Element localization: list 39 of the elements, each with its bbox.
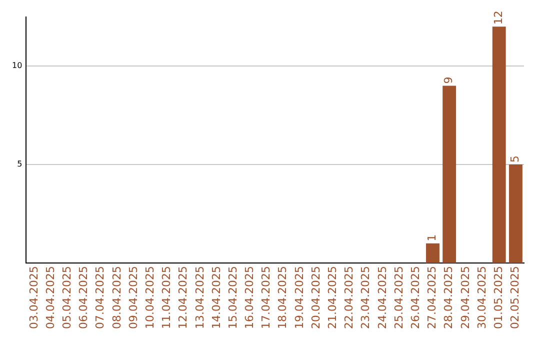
bar	[442, 86, 456, 264]
x-tick-label: 07.04.2025	[94, 266, 107, 330]
x-tick-label: 06.04.2025	[77, 266, 90, 330]
x-tick-label: 03.04.2025	[27, 266, 40, 330]
x-tick-label: 19.04.2025	[292, 266, 306, 330]
bar	[508, 164, 522, 264]
x-tick-label: 23.04.2025	[359, 266, 372, 330]
data-label: 5	[508, 156, 522, 163]
x-tick-label: 15.04.2025	[226, 266, 240, 330]
y-tick-label: 10	[12, 61, 22, 70]
x-tick-label: 01.05.2025	[492, 266, 505, 330]
x-tick-label: 18.04.2025	[276, 266, 290, 330]
x-tick-label: 11.04.2025	[160, 266, 174, 330]
x-tick-label: 12.04.2025	[176, 266, 190, 330]
x-tick-label: 20.04.2025	[309, 266, 322, 330]
x-tick-label: 05.04.2025	[60, 266, 74, 330]
x-tick-label: 04.04.2025	[44, 266, 57, 330]
x-tick-label: 08.04.2025	[110, 266, 124, 330]
x-tick-label: 13.04.2025	[193, 266, 206, 330]
x-tick-label: 16.04.2025	[243, 266, 256, 330]
x-tick-label: 10.04.2025	[143, 266, 156, 330]
x-tick-label: 17.04.2025	[260, 266, 273, 330]
x-tick-label: 24.04.2025	[376, 266, 389, 330]
data-label: 1	[426, 234, 439, 242]
x-tick-label: 14.04.2025	[210, 266, 223, 330]
x-tick-label: 25.04.2025	[392, 266, 406, 330]
x-tick-label: 09.04.2025	[126, 266, 140, 330]
data-label: 9	[442, 76, 456, 84]
x-tick-label: 27.04.2025	[426, 266, 439, 330]
x-tick-label: 22.04.2025	[342, 266, 356, 330]
data-label: 12	[492, 10, 505, 25]
x-tick-label: 30.04.2025	[475, 266, 488, 330]
x-tick-label: 21.04.2025	[326, 266, 340, 330]
bar	[426, 243, 440, 264]
bar	[492, 26, 506, 264]
x-tick-label: 26.04.2025	[408, 266, 422, 330]
x-tick-label: 02.05.2025	[508, 266, 522, 330]
x-tick-label: 28.04.2025	[442, 266, 456, 330]
x-tick-label: 29.04.2025	[458, 266, 472, 330]
